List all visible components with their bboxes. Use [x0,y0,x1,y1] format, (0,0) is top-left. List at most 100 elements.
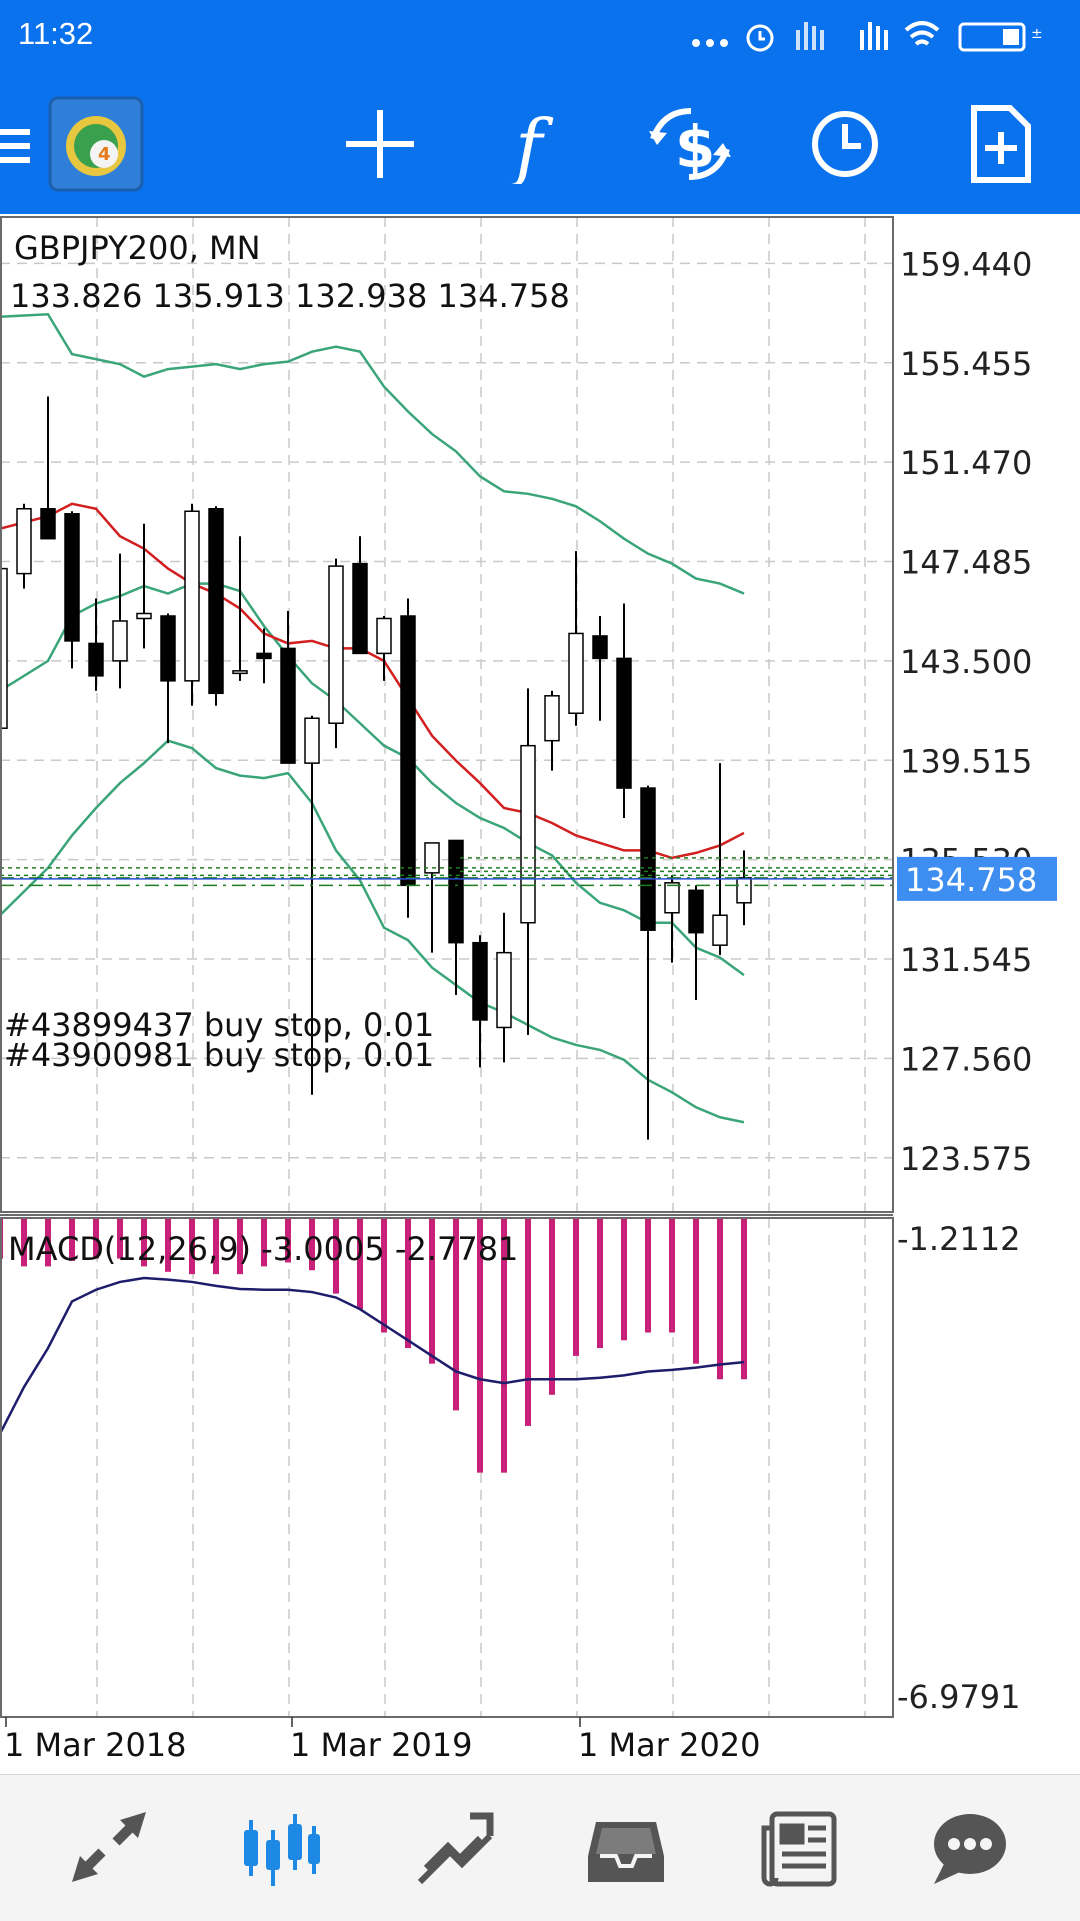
app-logo[interactable]: 4 [48,73,144,214]
menu-button[interactable] [0,73,40,214]
moving-average-line [0,502,745,860]
macd-histogram-bar [429,1218,435,1364]
status-bar: 11:32 ± [0,0,1080,73]
candle-bull [424,842,440,874]
bollinger-lower-line [0,739,745,1124]
bollinger-upper-line [0,312,745,595]
candle-bull [112,620,128,662]
macd-signal-line [0,1276,745,1435]
macd-histogram-bar [381,1218,387,1333]
indicators-icon: f [510,104,554,184]
candle-bull [520,744,536,924]
price-label: 139.515 [900,742,1032,780]
signal-icon [860,22,888,50]
nav-trade[interactable] [384,1775,524,1921]
candle-bear [688,889,704,934]
macd-histogram-bar [501,1218,507,1473]
bottom-navigation [0,1774,1080,1921]
price-label: 159.440 [900,245,1032,283]
macd-histogram-bar [141,1218,147,1267]
candle-bear [352,562,368,655]
candle-bull [496,951,512,1029]
macd-histogram-bar [717,1218,723,1380]
macd-histogram-bar [45,1218,51,1267]
status-time: 11:32 [18,16,94,51]
new-order-icon [971,104,1031,183]
candle-bear [448,839,464,944]
macd-histogram-bar [741,1218,747,1380]
candle-bull [184,510,200,682]
chart-icon [244,1814,320,1886]
macd-histogram-bar [693,1218,699,1364]
svg-text:f: f [510,104,554,184]
svg-text:4: 4 [98,144,111,165]
trade-icon [417,1812,494,1885]
nav-news[interactable] [728,1775,868,1921]
trade-icon: $ [649,107,731,181]
macd-histogram-bar [549,1218,555,1395]
price-label: 127.560 [900,1040,1032,1078]
macd-histogram-bar [477,1218,483,1473]
time-label: 1 Mar 2019 [290,1726,473,1764]
dots-icon [692,39,728,47]
current-price-value: 134.758 [905,861,1037,899]
candle-bear [208,508,224,695]
macd-title: MACD(12,26,9) -3.0005 -2.7781 [8,1230,518,1268]
timeframe-button[interactable] [785,73,905,214]
macd-histogram-bar [645,1218,651,1333]
crosshair-icon [346,109,414,178]
macd-histogram-bar [261,1218,267,1267]
macd-histogram-bar [93,1218,99,1259]
nav-chat[interactable] [900,1775,1040,1921]
price-pane-frame [0,216,894,1213]
macd-histogram-bar [189,1218,195,1275]
battery-icon: ± [958,22,1043,52]
candle-bull [712,914,728,946]
time-label: 1 Mar 2020 [578,1726,761,1764]
candle-bull [304,717,320,764]
chart-grid [0,217,893,1717]
trade-button[interactable]: $ [630,73,750,214]
macd-histogram-bar [621,1218,627,1341]
candle-bear [616,657,632,789]
metatrader-logo-icon: 4 [48,96,144,191]
macd-histogram-bar [117,1218,123,1259]
price-label: 123.575 [900,1140,1032,1178]
macd-histogram-bar [405,1218,411,1349]
candle-bear [640,787,656,931]
symbol-title: GBPJPY200, MN [14,229,261,267]
macd-pane-frame [0,1217,894,1718]
nav-chart[interactable] [212,1775,352,1921]
candle-bull [328,565,344,724]
macd-histogram-bar [69,1218,75,1261]
new-order-button[interactable] [940,73,1060,214]
macd-histogram-bar [213,1218,219,1275]
macd-histogram-bar [357,1218,363,1310]
candle-bull [664,882,680,914]
macd-histogram-bar [669,1218,675,1333]
price-chart[interactable]: 159.440 155.455 151.470 147.485 143.500 139.5… [0,214,1080,1774]
indicators-button[interactable]: f [475,73,595,214]
chart-area[interactable]: 159.440 155.455 151.470 147.485 143.500 139.5… [0,214,1080,1774]
price-label: 147.485 [900,544,1032,582]
crosshair-button[interactable] [320,73,440,214]
history-icon [588,1822,664,1882]
candle-bear [592,635,608,660]
nav-history[interactable] [556,1775,696,1921]
price-label: 143.500 [900,643,1032,681]
wifi-icon [904,21,940,46]
macd-scale-bottom: -6.9791 [897,1678,1021,1716]
news-icon [761,1811,837,1887]
chart-labels: 159.440 155.455 151.470 147.485 143.500 139.5… [4,229,1057,1764]
macd-histogram-bar [597,1218,603,1349]
candle-bear [40,508,56,540]
candle-bear [64,513,80,642]
macd-histogram-bar [237,1218,243,1275]
macd-histogram-bar [21,1218,27,1267]
price-label: 155.455 [900,345,1032,383]
time-label: 1 Mar 2018 [4,1726,187,1764]
nav-quotes[interactable] [40,1775,180,1921]
price-series [0,312,752,1140]
candle-bull [0,567,8,729]
price-label: 131.545 [900,941,1032,979]
